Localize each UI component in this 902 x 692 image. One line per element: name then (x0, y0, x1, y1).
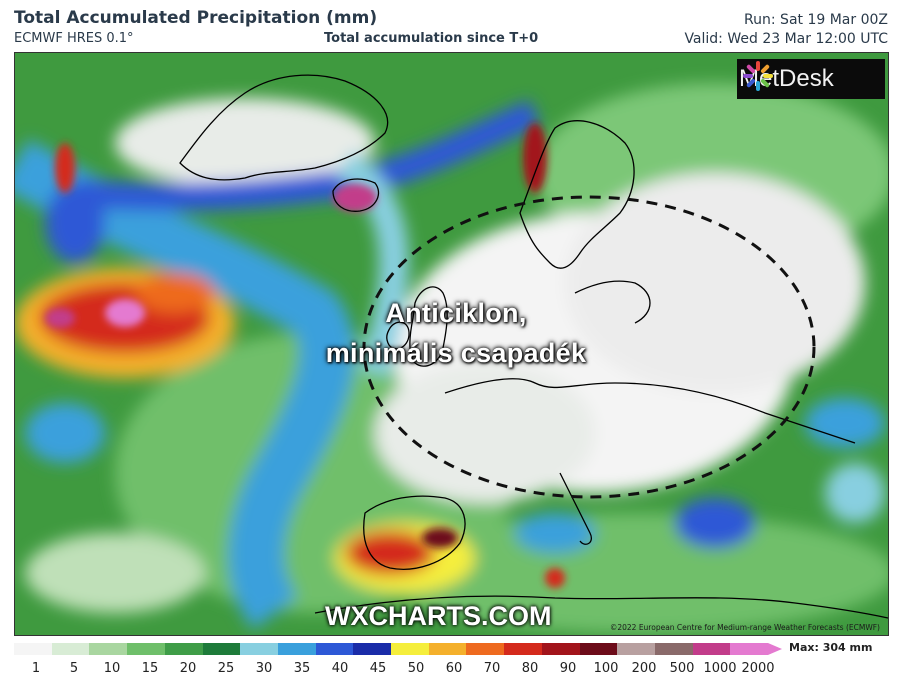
legend-tick-label: 20 (179, 661, 197, 676)
legend-tick-label: 10 (103, 661, 121, 676)
legend-tick-label: 90 (559, 661, 577, 676)
legend-color-cell (579, 643, 618, 655)
legend-color-cell (428, 643, 467, 655)
legend-arrow-icon (768, 643, 782, 655)
legend-color-cell (127, 643, 166, 655)
watermark: WXCHARTS.COM (325, 601, 552, 631)
map-subtitle: Total accumulation since T+0 (324, 31, 539, 46)
legend-color-cell (14, 643, 53, 655)
iceland-coast (332, 178, 380, 212)
algeria-max (545, 568, 565, 588)
dry-region (25, 533, 205, 613)
greenland-max (55, 143, 75, 193)
legend-tick-label: 200 (631, 661, 657, 676)
legend-tick-label: 40 (331, 661, 349, 676)
coastlines (179, 74, 888, 619)
iceland-max (333, 184, 377, 212)
model-label: ECMWF HRES 0.1° (14, 31, 134, 46)
legend-tick-label: 500 (669, 661, 695, 676)
atlantic-rain-band (335, 150, 409, 377)
annotation-line-2: minimális csapadék (325, 338, 587, 368)
europe-coast (444, 378, 856, 444)
atlantic-rain-band (15, 139, 355, 630)
map-title: Total Accumulated Precipitation (mm) (14, 8, 378, 28)
legend-tick-label: 70 (483, 661, 501, 676)
color-scale-bar (14, 643, 769, 655)
legend-color-cell (617, 643, 656, 655)
map-graphic (15, 53, 888, 635)
light-green-area (375, 513, 888, 633)
legend-color-cell (315, 643, 354, 655)
legend-tick-label: 1000 (703, 661, 737, 676)
legend-tick-label: 50 (407, 661, 425, 676)
dry-region (565, 173, 865, 393)
med-rain (515, 513, 595, 553)
legend-tick-label: 45 (369, 661, 387, 676)
heavy-rain-core (45, 183, 105, 263)
legend-tick-label: 80 (521, 661, 539, 676)
valid-time: Valid: Wed 23 Mar 12:00 UTC (684, 31, 888, 47)
italy-coast (559, 472, 592, 545)
legend-tick-label: 60 (445, 661, 463, 676)
atlantic-max (45, 308, 75, 328)
legend-tick-label: 1 (31, 661, 41, 676)
color-scale-labels: 1 5 10 15 20 25 30 35 40 45 50 60 70 80 90 100 200 500 100… (14, 661, 775, 677)
legend-color-cell (202, 643, 241, 655)
east-rain (805, 398, 885, 448)
legend-tick-label: 15 (141, 661, 159, 676)
heavy-rain-core (135, 273, 215, 313)
legend-color-cell (504, 643, 543, 655)
legend-tick-label: 25 (217, 661, 235, 676)
legend-color-cell (240, 643, 279, 655)
precipitation-map: Anticiklon, minimális csapadék MetDesk W… (14, 52, 889, 636)
africa-coast (314, 595, 888, 619)
norway-max (523, 123, 547, 193)
atlantic-max (105, 299, 145, 327)
legend-color-cell (89, 643, 128, 655)
metdesk-sunburst-icon (743, 61, 773, 91)
legend-tick-label: 35 (293, 661, 311, 676)
britain-coast (409, 286, 448, 367)
legend-tick-label: 30 (255, 661, 273, 676)
legend-color-cell (353, 643, 392, 655)
brand-name: MetDesk (739, 65, 834, 92)
legend-color-cell (541, 643, 580, 655)
legend-color-cell (277, 643, 317, 655)
iberia-max (422, 528, 458, 548)
med-rain (675, 498, 755, 548)
dry-region (115, 98, 375, 188)
legend-color-cell (692, 643, 731, 655)
legend-color-cell (654, 643, 694, 655)
ireland-coast (386, 321, 410, 350)
legend-color-cell (730, 643, 769, 655)
legend-color-cell (51, 643, 90, 655)
iberia-rain (345, 531, 435, 575)
legend-color-cell (391, 643, 430, 655)
dry-region (375, 363, 595, 503)
max-value-label: Max: 304 mm (789, 641, 873, 654)
metdesk-logo: MetDesk (737, 59, 885, 99)
baltic-coast (574, 280, 651, 324)
anticyclone-outline (362, 195, 816, 499)
heavy-rain-core (25, 403, 105, 463)
copyright-notice: ©2022 European Centre for Medium-range W… (609, 623, 880, 632)
legend-color-cell (466, 643, 505, 655)
annotation-overlay: Anticiklon, minimális csapadék (15, 53, 888, 635)
east-rain (825, 463, 885, 523)
legend-tick-label: 2000 (741, 661, 775, 676)
annotation-line-1: Anticiklon, (385, 298, 527, 328)
legend-tick-label: 100 (593, 661, 619, 676)
scandinavia-coast (519, 120, 635, 269)
iberia-coast (363, 495, 466, 570)
greenland-coast (179, 74, 389, 181)
run-time: Run: Sat 19 Mar 00Z (744, 12, 888, 28)
legend-color-cell (164, 643, 203, 655)
legend-tick-label: 5 (69, 661, 79, 676)
